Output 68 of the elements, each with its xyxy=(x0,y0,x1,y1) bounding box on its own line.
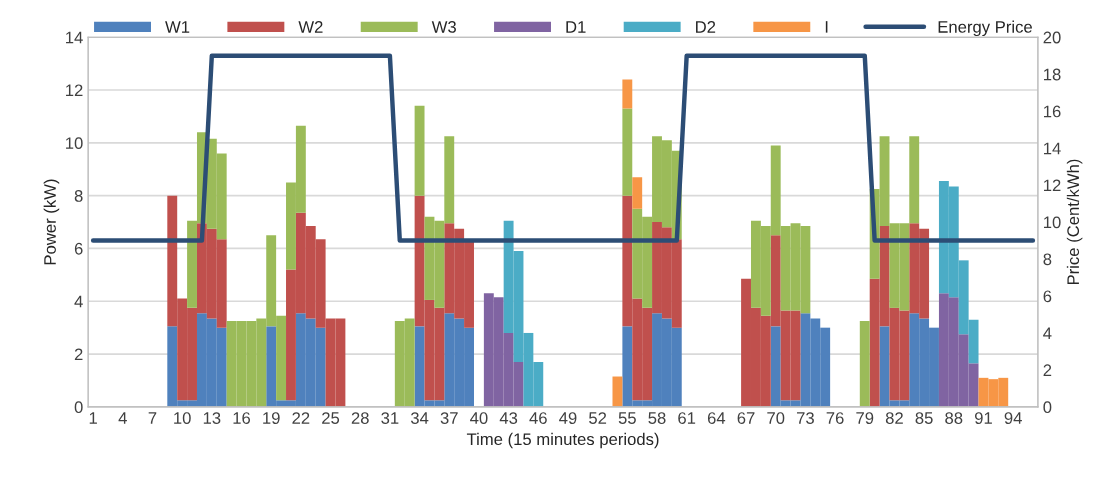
y-tick-label: 14 xyxy=(66,31,83,44)
y-tick-label: 6 xyxy=(74,242,83,255)
x-tick-label: 31 xyxy=(381,412,399,424)
y2-tick-label: 8 xyxy=(1043,253,1052,266)
x-tick-label: 94 xyxy=(1004,412,1022,424)
bar xyxy=(622,108,633,196)
y-tick-label: 12 xyxy=(66,84,83,97)
bar xyxy=(632,177,643,209)
legend-label: W3 xyxy=(431,20,456,33)
y2-tick-label: 2 xyxy=(1043,364,1052,376)
legend-label: D1 xyxy=(566,21,586,33)
x-tick-label: 82 xyxy=(885,412,903,424)
y2-tick-label: 18 xyxy=(1044,68,1061,81)
x-tick-label: 91 xyxy=(974,412,992,424)
y-tick-label: 8 xyxy=(74,190,83,202)
x-tick-label: 37 xyxy=(440,412,458,424)
x-tick-label: 40 xyxy=(470,412,488,424)
legend-label: Energy Price xyxy=(938,20,1032,37)
x-tick-label: 52 xyxy=(589,412,607,424)
legend-label: D2 xyxy=(696,20,716,33)
y2-tick-label: 6 xyxy=(1043,290,1052,303)
y-tick-label: 2 xyxy=(74,348,83,361)
y-tick-label: 10 xyxy=(66,137,83,150)
y-tick-label: 0 xyxy=(74,401,83,414)
y2-axis-title: Price (Cent/kWh) xyxy=(1066,159,1083,285)
y2-tick-label: 0 xyxy=(1043,401,1052,414)
x-tick-label: 46 xyxy=(529,412,547,424)
x-axis-title: Time (15 minutes periods) xyxy=(466,432,659,449)
legend-label: W2 xyxy=(298,20,323,33)
x-tick-label: 7 xyxy=(148,412,157,424)
x-tick-label: 67 xyxy=(737,412,755,424)
x-tick-label: 70 xyxy=(767,412,785,424)
y2-tick-label: 16 xyxy=(1044,105,1061,118)
x-tick-label: 22 xyxy=(292,412,310,424)
bar xyxy=(859,321,870,407)
x-tick-label: 10 xyxy=(174,412,191,424)
x-tick-label: 55 xyxy=(618,412,636,424)
x-tick-label: 61 xyxy=(678,412,696,424)
x-tick-label: 25 xyxy=(322,412,340,424)
x-tick-label: 58 xyxy=(648,412,666,424)
x-tick-label: 76 xyxy=(826,412,844,424)
bar xyxy=(622,79,633,109)
x-tick-label: 79 xyxy=(856,412,874,424)
x-tick-label: 49 xyxy=(559,412,577,424)
bar xyxy=(909,136,920,224)
x-tick-label: 64 xyxy=(707,412,726,424)
x-tick-label: 28 xyxy=(351,412,369,424)
x-tick-label: 1 xyxy=(89,412,97,424)
bar xyxy=(414,105,425,196)
y-axis-title: Power (kW) xyxy=(43,179,60,265)
x-tick-label: 4 xyxy=(118,412,127,424)
x-tick-label: 16 xyxy=(233,412,251,424)
y2-tick-label: 20 xyxy=(1043,31,1061,44)
y2-tick-label: 10 xyxy=(1044,216,1061,229)
y2-tick-label: 4 xyxy=(1043,327,1052,339)
x-tick-label: 13 xyxy=(203,412,221,424)
x-tick-label: 73 xyxy=(796,412,814,424)
x-tick-label: 34 xyxy=(410,412,429,424)
legend-label: I xyxy=(825,21,828,33)
x-tick-label: 85 xyxy=(915,412,933,424)
y2-tick-label: 14 xyxy=(1044,142,1061,155)
bar xyxy=(612,376,623,407)
x-tick-label: 88 xyxy=(945,412,963,424)
x-tick-label: 43 xyxy=(499,412,518,424)
y2-tick-label: 12 xyxy=(1044,179,1061,192)
x-tick-label: 19 xyxy=(263,412,280,424)
y-tick-label: 4 xyxy=(74,295,83,308)
legend-label: W1 xyxy=(165,21,190,33)
